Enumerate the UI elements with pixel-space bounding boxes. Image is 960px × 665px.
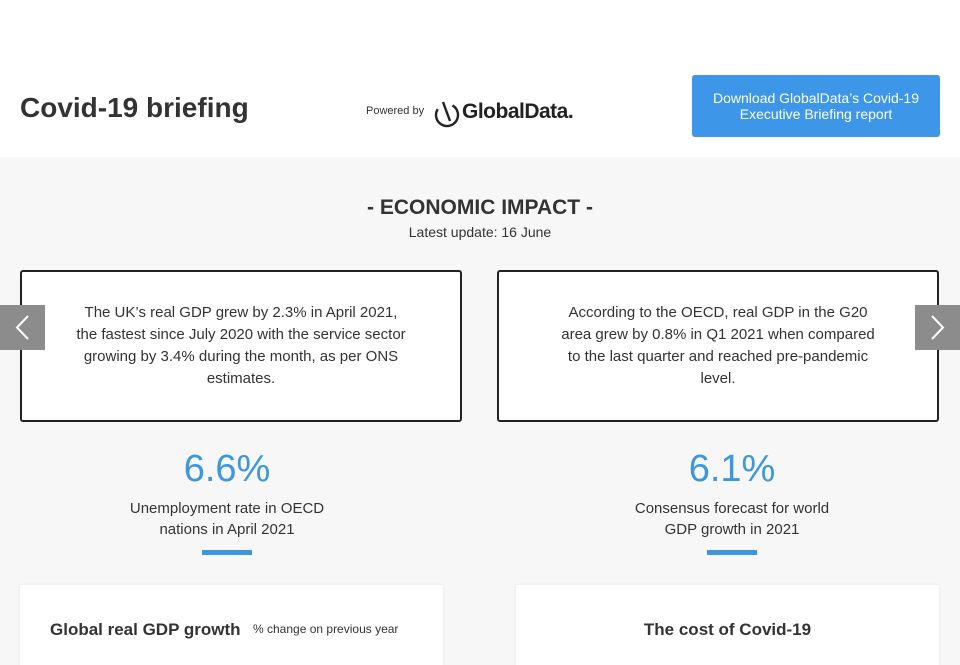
slide-text: According to the OECD, real GDP in the G… — [561, 304, 875, 387]
stat-label-text: Unemployment rate in OECD nations in Apr… — [129, 500, 325, 538]
prev-arrow[interactable] — [0, 305, 45, 350]
logo-ring — [434, 102, 460, 128]
stat-value: 6.6% — [183, 448, 271, 490]
stat-underline — [707, 550, 757, 555]
slide-card: According to the OECD, real GDP in the G… — [497, 270, 939, 422]
logo-text: GlobalData. — [462, 100, 574, 123]
card-title: Global real GDP growth — [50, 620, 241, 639]
card-title: The cost of Covid-19 — [643, 620, 812, 639]
next-arrow[interactable] — [915, 305, 960, 350]
stat-label: Unemployment rate in OECD nations in Apr… — [17, 498, 437, 540]
powered-by: Powered by — [366, 105, 425, 117]
stat-label: Consensus forecast for world GDP growth … — [522, 498, 942, 540]
stat-underline — [202, 550, 252, 555]
chart-card: The cost of Covid-19 — [516, 585, 939, 665]
section-title: - ECONOMIC IMPACT - — [367, 196, 593, 219]
chart-card: Global real GDP growth % change on previ… — [20, 585, 443, 665]
slide-text: The UK’s real GDP grew by 2.3% in April … — [76, 304, 406, 387]
stat-value: 6.1% — [688, 448, 776, 490]
slide-card: The UK’s real GDP grew by 2.3% in April … — [20, 270, 462, 422]
logo-icon — [434, 101, 460, 128]
download-button[interactable]: Download GlobalData’s Covid-19 Executive… — [692, 75, 940, 137]
card-subtitle: % change on previous year — [253, 622, 399, 636]
stat-label-text: Consensus forecast for world GDP growth … — [634, 500, 830, 538]
arrow-icon — [931, 315, 945, 340]
arrow-icon — [15, 315, 29, 340]
logo-stroke — [441, 101, 452, 122]
section-update: Latest update: 16 June — [408, 224, 552, 240]
page-title: Covid-19 briefing — [20, 92, 249, 123]
